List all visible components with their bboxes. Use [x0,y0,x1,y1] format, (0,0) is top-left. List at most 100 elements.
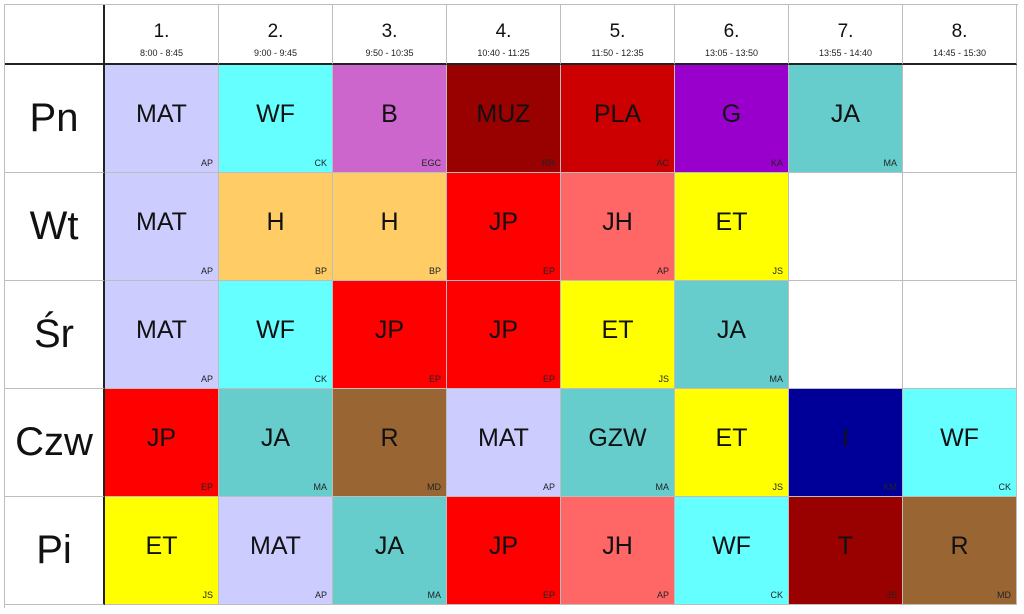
lesson-subject: H [266,208,285,236]
lesson-subject: R [380,424,399,452]
period-time: 9:00 - 9:45 [253,48,298,58]
lesson-cell[interactable]: WF CK [675,497,789,605]
lesson-cell[interactable]: JP EP [105,389,219,497]
lesson-cell[interactable]: H BP [219,173,333,281]
lesson-teacher: JS [202,590,213,600]
period-time: 8:00 - 8:45 [139,48,184,58]
lesson-cell[interactable]: MAT AP [105,173,219,281]
lesson-subject: MAT [250,532,301,560]
lesson-teacher: MA [655,482,670,492]
lesson-teacher: CK [770,590,783,600]
lesson-cell[interactable]: G KA [675,65,789,173]
lesson-subject: JP [488,208,519,236]
lesson-cell[interactable]: MAT AP [447,389,561,497]
lesson-subject: R [950,532,969,560]
period-number: 5. [609,21,626,42]
lesson-cell[interactable]: WF CK [219,65,333,173]
period-header-8: 8. 14:45 - 15:30 [903,5,1017,65]
lesson-cell[interactable]: R MD [333,389,447,497]
lesson-cell[interactable]: WF CK [219,281,333,389]
lesson-subject: JP [488,532,519,560]
period-number: 7. [837,21,854,42]
lesson-teacher: MA [769,374,784,384]
lesson-cell[interactable]: I KM [789,389,903,497]
period-number: 8. [951,21,968,42]
lesson-subject: ET [601,316,634,344]
lesson-cell[interactable]: ET JS [105,497,219,605]
lesson-teacher: EP [542,374,555,384]
empty-lesson-cell [903,65,1017,173]
lesson-subject: JA [830,100,861,128]
lesson-cell[interactable]: JA MA [675,281,789,389]
lesson-teacher: MD [427,482,441,492]
day-label: Pi [5,497,105,605]
lesson-cell[interactable]: JA MA [789,65,903,173]
lesson-teacher: KM [883,482,898,492]
lesson-teacher: AC [656,158,669,168]
lesson-cell[interactable]: ET JS [675,173,789,281]
lesson-subject: PLA [593,100,642,128]
lesson-teacher: KA [770,158,783,168]
period-header-6: 6. 13:05 - 13:50 [675,5,789,65]
empty-lesson-cell [789,281,903,389]
lesson-cell[interactable]: JP EP [447,281,561,389]
lesson-teacher: MA [313,482,328,492]
lesson-subject: T [837,532,854,560]
lesson-teacher: AP [656,266,669,276]
period-number: 4. [495,21,512,42]
lesson-cell[interactable]: WF CK [903,389,1017,497]
lesson-subject: G [721,100,742,128]
lesson-subject: JA [374,532,405,560]
timetable: 1. 8:00 - 8:45 2. 9:00 - 9:45 3. 9:50 - … [4,4,1018,608]
lesson-teacher: AP [200,374,213,384]
lesson-cell[interactable]: T JS [789,497,903,605]
lesson-cell[interactable]: MAT AP [219,497,333,605]
lesson-subject: JA [260,424,291,452]
empty-lesson-cell [903,281,1017,389]
lesson-subject: JP [488,316,519,344]
lesson-subject: JA [716,316,747,344]
lesson-cell[interactable]: JA MA [219,389,333,497]
day-label: Pn [5,65,105,173]
lesson-cell[interactable]: GZW MA [561,389,675,497]
lesson-subject: I [842,424,849,452]
period-time: 13:05 - 13:50 [704,48,759,58]
lesson-cell[interactable]: JP EP [333,281,447,389]
lesson-subject: MAT [478,424,529,452]
lesson-subject: ET [715,208,748,236]
lesson-cell[interactable]: JH AP [561,497,675,605]
lesson-cell[interactable]: PLA AC [561,65,675,173]
lesson-teacher: MD [997,590,1011,600]
period-number: 2. [267,21,284,42]
lesson-subject: JH [602,532,633,560]
lesson-teacher: EP [542,266,555,276]
lesson-subject: WF [256,316,295,344]
lesson-cell[interactable]: JP EP [447,497,561,605]
lesson-teacher: EGC [421,158,441,168]
lesson-subject: B [381,100,398,128]
lesson-cell[interactable]: ET JS [561,281,675,389]
corner-cell [5,5,105,65]
period-number: 1. [153,21,170,42]
lesson-cell[interactable]: MUZ RR [447,65,561,173]
empty-lesson-cell [903,173,1017,281]
lesson-subject: WF [940,424,979,452]
lesson-teacher: EP [200,482,213,492]
lesson-teacher: CK [314,374,327,384]
lesson-teacher: MA [883,158,898,168]
lesson-teacher: AP [200,266,213,276]
lesson-cell[interactable]: MAT AP [105,65,219,173]
lesson-cell[interactable]: JP EP [447,173,561,281]
lesson-cell[interactable]: ET JS [675,389,789,497]
lesson-cell[interactable]: MAT AP [105,281,219,389]
period-number: 6. [723,21,740,42]
lesson-cell[interactable]: B EGC [333,65,447,173]
lesson-cell[interactable]: R MD [903,497,1017,605]
lesson-subject: JP [146,424,177,452]
lesson-cell[interactable]: H BP [333,173,447,281]
lesson-subject: MAT [136,316,187,344]
lesson-teacher: CK [314,158,327,168]
lesson-cell[interactable]: JA MA [333,497,447,605]
day-label: Czw [5,389,105,497]
lesson-cell[interactable]: JH AP [561,173,675,281]
